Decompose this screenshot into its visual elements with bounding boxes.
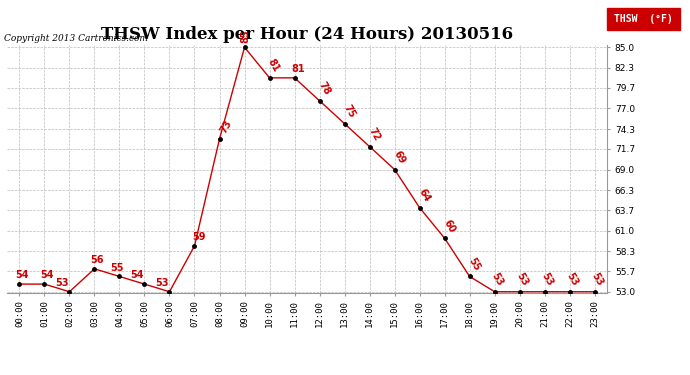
Text: 72: 72 xyxy=(367,126,382,143)
Text: 54: 54 xyxy=(130,270,144,280)
Text: 73: 73 xyxy=(218,118,233,135)
Text: 69: 69 xyxy=(392,149,407,166)
Text: 53: 53 xyxy=(564,271,580,288)
Text: THSW  (°F): THSW (°F) xyxy=(613,14,673,24)
Text: 53: 53 xyxy=(155,278,169,288)
Text: 54: 54 xyxy=(15,270,29,280)
Text: 53: 53 xyxy=(489,271,505,288)
Text: 53: 53 xyxy=(515,271,530,288)
Text: 55: 55 xyxy=(110,262,124,273)
Text: 75: 75 xyxy=(342,103,357,120)
Text: 81: 81 xyxy=(266,57,281,74)
Text: 85: 85 xyxy=(241,30,250,44)
Text: 55: 55 xyxy=(467,256,482,273)
Text: 59: 59 xyxy=(193,232,206,242)
Text: 81: 81 xyxy=(291,64,305,74)
Title: THSW Index per Hour (24 Hours) 20130516: THSW Index per Hour (24 Hours) 20130516 xyxy=(101,27,513,44)
Text: Copyright 2013 Cartronics.com: Copyright 2013 Cartronics.com xyxy=(4,33,148,42)
Text: 78: 78 xyxy=(317,80,333,97)
Text: 53: 53 xyxy=(55,278,69,288)
Text: 54: 54 xyxy=(40,270,54,280)
Text: 60: 60 xyxy=(442,218,457,234)
Text: 56: 56 xyxy=(90,255,104,265)
Text: 64: 64 xyxy=(417,187,433,204)
Text: 53: 53 xyxy=(589,271,605,288)
Text: 53: 53 xyxy=(540,271,555,288)
